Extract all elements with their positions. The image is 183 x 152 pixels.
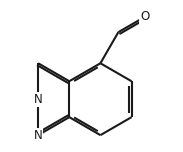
Text: N: N [34, 129, 42, 142]
Text: O: O [140, 10, 150, 23]
Text: N: N [34, 93, 42, 106]
